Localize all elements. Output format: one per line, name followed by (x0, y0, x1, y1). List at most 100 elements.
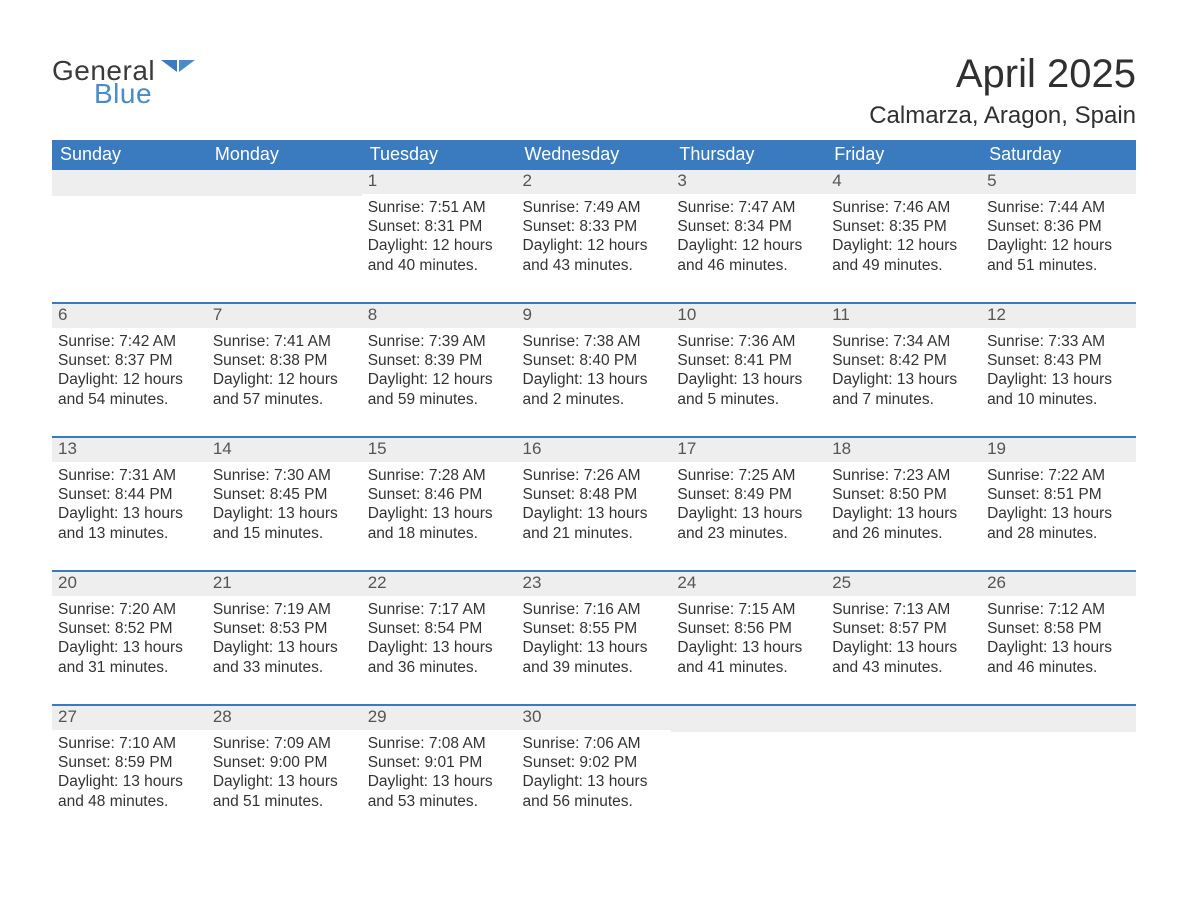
day-number: 5 (981, 170, 1136, 194)
day-number: 19 (981, 438, 1136, 462)
day-number: 21 (207, 572, 362, 596)
page-header: General Blue April 2025 Calmarza, Aragon… (52, 52, 1136, 130)
daylight-text: Daylight: 12 hours and 57 minutes. (213, 370, 356, 409)
sunset-text: Sunset: 8:43 PM (987, 351, 1130, 370)
day-number: 29 (362, 706, 517, 730)
sunrise-text: Sunrise: 7:25 AM (677, 466, 820, 485)
calendar-cell: 14Sunrise: 7:30 AMSunset: 8:45 PMDayligh… (207, 437, 362, 571)
sunrise-text: Sunrise: 7:38 AM (523, 332, 666, 351)
calendar-cell: 12Sunrise: 7:33 AMSunset: 8:43 PMDayligh… (981, 303, 1136, 437)
day-details: Sunrise: 7:39 AMSunset: 8:39 PMDaylight:… (362, 328, 517, 416)
day-number (52, 170, 207, 196)
title-location: Calmarza, Aragon, Spain (869, 102, 1136, 130)
day-details: Sunrise: 7:41 AMSunset: 8:38 PMDaylight:… (207, 328, 362, 416)
day-details: Sunrise: 7:26 AMSunset: 8:48 PMDaylight:… (517, 462, 672, 550)
day-details: Sunrise: 7:13 AMSunset: 8:57 PMDaylight:… (826, 596, 981, 684)
daylight-text: Daylight: 13 hours and 18 minutes. (368, 504, 511, 543)
calendar-cell: 13Sunrise: 7:31 AMSunset: 8:44 PMDayligh… (52, 437, 207, 571)
sunrise-text: Sunrise: 7:47 AM (677, 198, 820, 217)
day-details: Sunrise: 7:22 AMSunset: 8:51 PMDaylight:… (981, 462, 1136, 550)
sunset-text: Sunset: 8:33 PM (523, 217, 666, 236)
daylight-text: Daylight: 13 hours and 7 minutes. (832, 370, 975, 409)
daylight-text: Daylight: 13 hours and 26 minutes. (832, 504, 975, 543)
sunset-text: Sunset: 8:51 PM (987, 485, 1130, 504)
sunset-text: Sunset: 9:01 PM (368, 753, 511, 772)
calendar-cell: 6Sunrise: 7:42 AMSunset: 8:37 PMDaylight… (52, 303, 207, 437)
daylight-text: Daylight: 13 hours and 56 minutes. (523, 772, 666, 811)
day-details: Sunrise: 7:51 AMSunset: 8:31 PMDaylight:… (362, 194, 517, 282)
day-number: 17 (671, 438, 826, 462)
calendar-week-row: 27Sunrise: 7:10 AMSunset: 8:59 PMDayligh… (52, 705, 1136, 838)
sunset-text: Sunset: 8:41 PM (677, 351, 820, 370)
weekday-header: Thursday (671, 140, 826, 170)
day-number: 15 (362, 438, 517, 462)
daylight-text: Daylight: 13 hours and 46 minutes. (987, 638, 1130, 677)
day-details: Sunrise: 7:49 AMSunset: 8:33 PMDaylight:… (517, 194, 672, 282)
daylight-text: Daylight: 12 hours and 40 minutes. (368, 236, 511, 275)
day-details: Sunrise: 7:06 AMSunset: 9:02 PMDaylight:… (517, 730, 672, 818)
day-details: Sunrise: 7:28 AMSunset: 8:46 PMDaylight:… (362, 462, 517, 550)
day-details: Sunrise: 7:38 AMSunset: 8:40 PMDaylight:… (517, 328, 672, 416)
day-details: Sunrise: 7:10 AMSunset: 8:59 PMDaylight:… (52, 730, 207, 818)
sunrise-text: Sunrise: 7:20 AM (58, 600, 201, 619)
sunrise-text: Sunrise: 7:17 AM (368, 600, 511, 619)
day-number: 12 (981, 304, 1136, 328)
day-details: Sunrise: 7:25 AMSunset: 8:49 PMDaylight:… (671, 462, 826, 550)
day-details: Sunrise: 7:42 AMSunset: 8:37 PMDaylight:… (52, 328, 207, 416)
daylight-text: Daylight: 12 hours and 51 minutes. (987, 236, 1130, 275)
day-number: 11 (826, 304, 981, 328)
day-number: 16 (517, 438, 672, 462)
sunset-text: Sunset: 8:40 PM (523, 351, 666, 370)
sunset-text: Sunset: 8:39 PM (368, 351, 511, 370)
calendar-week-row: 1Sunrise: 7:51 AMSunset: 8:31 PMDaylight… (52, 170, 1136, 303)
calendar-cell: 19Sunrise: 7:22 AMSunset: 8:51 PMDayligh… (981, 437, 1136, 571)
calendar-page: General Blue April 2025 Calmarza, Aragon… (0, 0, 1188, 878)
sunrise-text: Sunrise: 7:06 AM (523, 734, 666, 753)
calendar-cell: 27Sunrise: 7:10 AMSunset: 8:59 PMDayligh… (52, 705, 207, 838)
calendar-cell: 1Sunrise: 7:51 AMSunset: 8:31 PMDaylight… (362, 170, 517, 303)
day-number: 20 (52, 572, 207, 596)
sunset-text: Sunset: 8:35 PM (832, 217, 975, 236)
sunrise-text: Sunrise: 7:39 AM (368, 332, 511, 351)
weekday-header: Monday (207, 140, 362, 170)
daylight-text: Daylight: 13 hours and 53 minutes. (368, 772, 511, 811)
sunset-text: Sunset: 8:46 PM (368, 485, 511, 504)
daylight-text: Daylight: 13 hours and 41 minutes. (677, 638, 820, 677)
daylight-text: Daylight: 13 hours and 39 minutes. (523, 638, 666, 677)
sunset-text: Sunset: 8:54 PM (368, 619, 511, 638)
day-details: Sunrise: 7:16 AMSunset: 8:55 PMDaylight:… (517, 596, 672, 684)
weekday-header: Tuesday (362, 140, 517, 170)
calendar-cell: 20Sunrise: 7:20 AMSunset: 8:52 PMDayligh… (52, 571, 207, 705)
day-number: 26 (981, 572, 1136, 596)
weekday-header: Wednesday (517, 140, 672, 170)
daylight-text: Daylight: 12 hours and 54 minutes. (58, 370, 201, 409)
calendar-cell: 25Sunrise: 7:13 AMSunset: 8:57 PMDayligh… (826, 571, 981, 705)
day-details: Sunrise: 7:12 AMSunset: 8:58 PMDaylight:… (981, 596, 1136, 684)
calendar-cell (671, 705, 826, 838)
calendar-week-row: 20Sunrise: 7:20 AMSunset: 8:52 PMDayligh… (52, 571, 1136, 705)
calendar-cell: 29 Sunrise: 7:08 AMSunset: 9:01 PMDayligh… (362, 705, 517, 838)
day-number: 22 (362, 572, 517, 596)
day-number: 7 (207, 304, 362, 328)
calendar-header-row: Sunday Monday Tuesday Wednesday Thursday… (52, 140, 1136, 170)
day-details: Sunrise: 7:31 AMSunset: 8:44 PMDaylight:… (52, 462, 207, 550)
sunset-text: Sunset: 8:42 PM (832, 351, 975, 370)
sunrise-text: Sunrise: 7:13 AM (832, 600, 975, 619)
sunset-text: Sunset: 8:48 PM (523, 485, 666, 504)
daylight-text: Daylight: 13 hours and 33 minutes. (213, 638, 356, 677)
daylight-text: Daylight: 12 hours and 59 minutes. (368, 370, 511, 409)
sunset-text: Sunset: 8:58 PM (987, 619, 1130, 638)
sunrise-text: Sunrise: 7:09 AM (213, 734, 356, 753)
logo-flag-icon (161, 58, 197, 87)
daylight-text: Daylight: 12 hours and 43 minutes. (523, 236, 666, 275)
calendar-cell: 24Sunrise: 7:15 AMSunset: 8:56 PMDayligh… (671, 571, 826, 705)
sunset-text: Sunset: 8:36 PM (987, 217, 1130, 236)
calendar-cell (981, 705, 1136, 838)
sunset-text: Sunset: 8:59 PM (58, 753, 201, 772)
day-details: Sunrise: 7:15 AMSunset: 8:56 PMDaylight:… (671, 596, 826, 684)
sunrise-text: Sunrise: 7:08 AM (368, 734, 511, 753)
sunset-text: Sunset: 9:00 PM (213, 753, 356, 772)
calendar-cell: 26Sunrise: 7:12 AMSunset: 8:58 PMDayligh… (981, 571, 1136, 705)
sunrise-text: Sunrise: 7:19 AM (213, 600, 356, 619)
day-number: 6 (52, 304, 207, 328)
